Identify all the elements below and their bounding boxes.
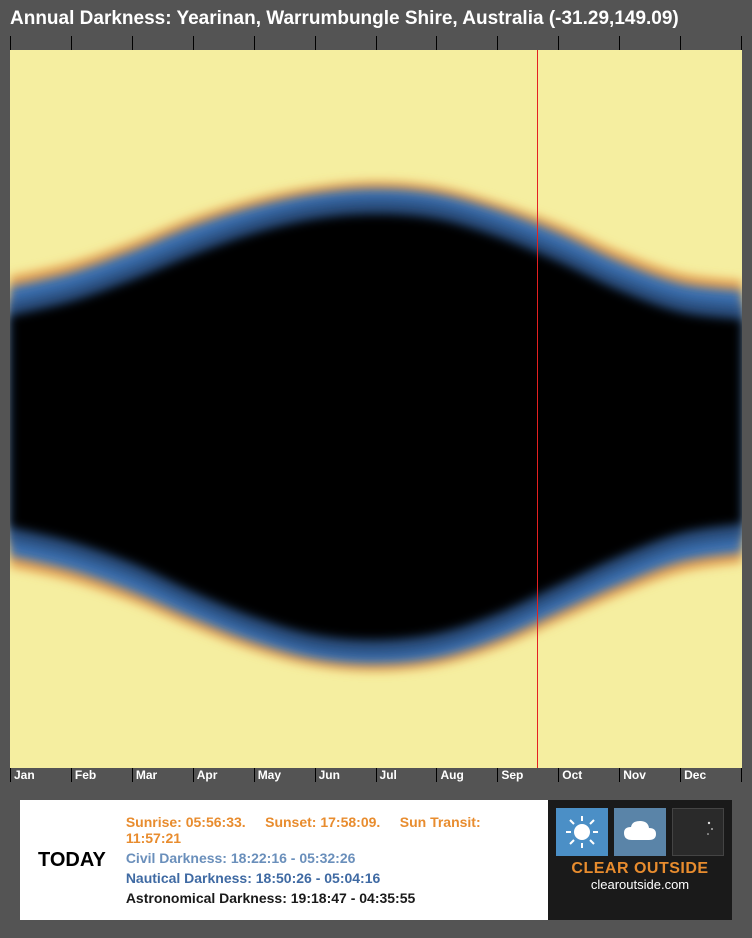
civil-darkness-line: Civil Darkness: 18:22:16 - 05:32:26 bbox=[126, 850, 530, 866]
page-title: Annual Darkness: Yearinan, Warrumbungle … bbox=[0, 0, 752, 36]
info-panel: TODAY Sunrise: 05:56:33. Sunset: 17:58:0… bbox=[20, 800, 732, 920]
sunrise-label: Sunrise: bbox=[126, 814, 182, 830]
sun-times-line: Sunrise: 05:56:33. Sunset: 17:58:09. Sun… bbox=[126, 814, 530, 846]
brand-block: CLEAR OUTSIDE clearoutside.com bbox=[548, 800, 732, 920]
transit-label: Sun Transit: bbox=[400, 814, 481, 830]
month-label: Aug bbox=[436, 768, 497, 782]
transit-value: 11:57:21 bbox=[126, 830, 181, 846]
info-left: TODAY Sunrise: 05:56:33. Sunset: 17:58:0… bbox=[20, 800, 548, 920]
today-label: TODAY bbox=[38, 849, 106, 872]
month-label: May bbox=[254, 768, 315, 782]
civil-value: 18:22:16 - 05:32:26 bbox=[231, 850, 356, 866]
sun-icon bbox=[556, 808, 608, 856]
month-label: Apr bbox=[193, 768, 254, 782]
sunset-value: 17:58:09. bbox=[320, 814, 380, 830]
month-ticks-bottom: Jan Feb Mar Apr May Jun Jul Aug Sep Oct … bbox=[10, 768, 742, 782]
nautical-label: Nautical Darkness: bbox=[126, 870, 252, 886]
civil-label: Civil Darkness: bbox=[126, 850, 227, 866]
brand-sub: clearoutside.com bbox=[556, 878, 724, 892]
astro-label: Astronomical Darkness: bbox=[126, 890, 287, 906]
sunrise-value: 05:56:33. bbox=[186, 814, 246, 830]
month-label: Jul bbox=[376, 768, 437, 782]
brand-icons bbox=[556, 808, 724, 856]
month-label: Jun bbox=[315, 768, 376, 782]
chart-wrap: Jan Feb Mar Apr May Jun Jul Aug Sep Oct … bbox=[10, 36, 742, 782]
month-label: Sep bbox=[497, 768, 558, 782]
month-label: Feb bbox=[71, 768, 132, 782]
chart-svg bbox=[10, 50, 742, 768]
cloud-icon bbox=[614, 808, 666, 856]
darkness-chart bbox=[10, 50, 742, 768]
today-line bbox=[537, 50, 538, 768]
brand-text: CLEAR OUTSIDE clearoutside.com bbox=[556, 860, 724, 892]
annual-darkness-panel: Annual Darkness: Yearinan, Warrumbungle … bbox=[0, 0, 752, 938]
month-label: Oct bbox=[558, 768, 619, 782]
month-label: Nov bbox=[619, 768, 680, 782]
astro-value: 19:18:47 - 04:35:55 bbox=[291, 890, 416, 906]
month-ticks-top bbox=[10, 36, 742, 50]
moon-icon bbox=[672, 808, 724, 856]
month-label: Jan bbox=[10, 768, 71, 782]
sunset-label: Sunset: bbox=[265, 814, 316, 830]
brand-main: CLEAR OUTSIDE bbox=[556, 860, 724, 878]
nautical-darkness-line: Nautical Darkness: 18:50:26 - 05:04:16 bbox=[126, 870, 530, 886]
month-label: Mar bbox=[132, 768, 193, 782]
info-lines: Sunrise: 05:56:33. Sunset: 17:58:09. Sun… bbox=[126, 814, 530, 906]
nautical-value: 18:50:26 - 05:04:16 bbox=[256, 870, 381, 886]
astro-darkness-line: Astronomical Darkness: 19:18:47 - 04:35:… bbox=[126, 890, 530, 906]
month-label: Dec bbox=[680, 768, 742, 782]
